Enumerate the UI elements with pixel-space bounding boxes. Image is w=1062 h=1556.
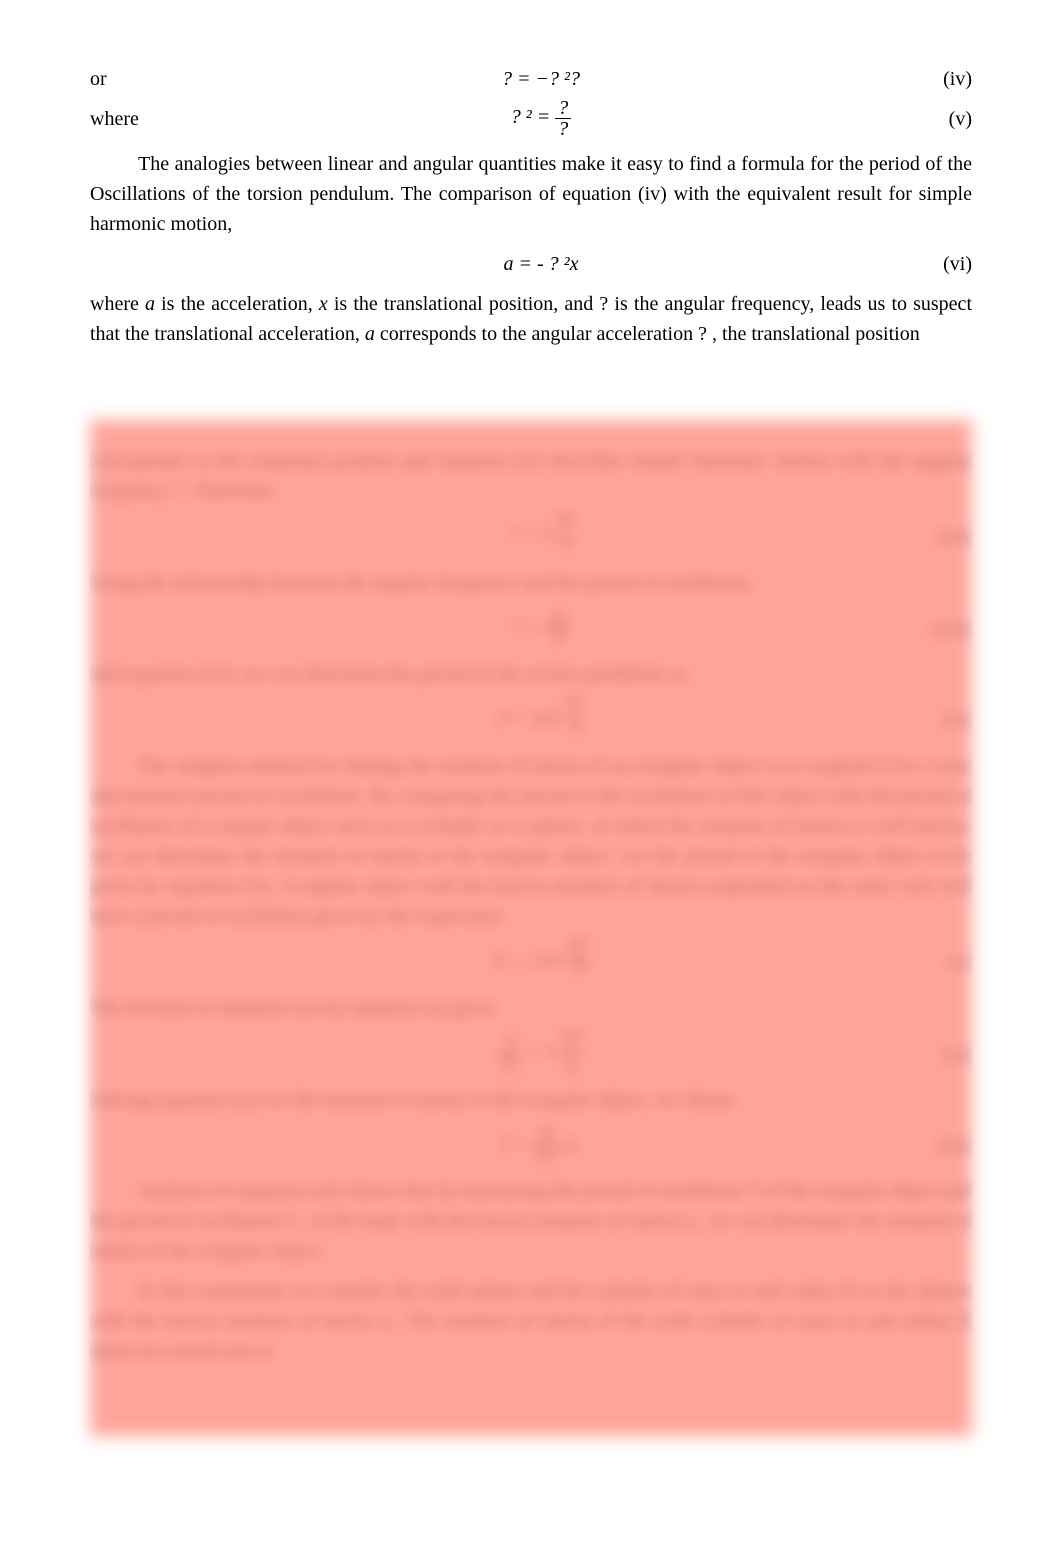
eq-vi-number: (vi) [912,249,972,279]
paragraph-where-a: where a is the acceleration, x is the tr… [90,289,972,349]
paywall-overlay [90,420,972,1436]
eq-v-label: where [90,104,170,134]
equation-iv-row: or ? = −? ²? (iv) [90,64,972,94]
eq-v-number: (v) [912,104,972,134]
eq-iv-label: or [90,64,170,94]
eq-vi-expression: a = - ? ²x [170,249,912,279]
paragraph-analogies: The analogies between linear and angular… [90,149,972,239]
equation-vi-row: a = - ? ²x (vi) [90,249,972,279]
eq-iv-expression: ? = −? ²? [170,64,912,94]
equation-v-row: where ? ² = ?? (v) [90,98,972,139]
eq-iv-number: (iv) [912,64,972,94]
eq-v-expression: ? ² = ?? [170,98,912,139]
